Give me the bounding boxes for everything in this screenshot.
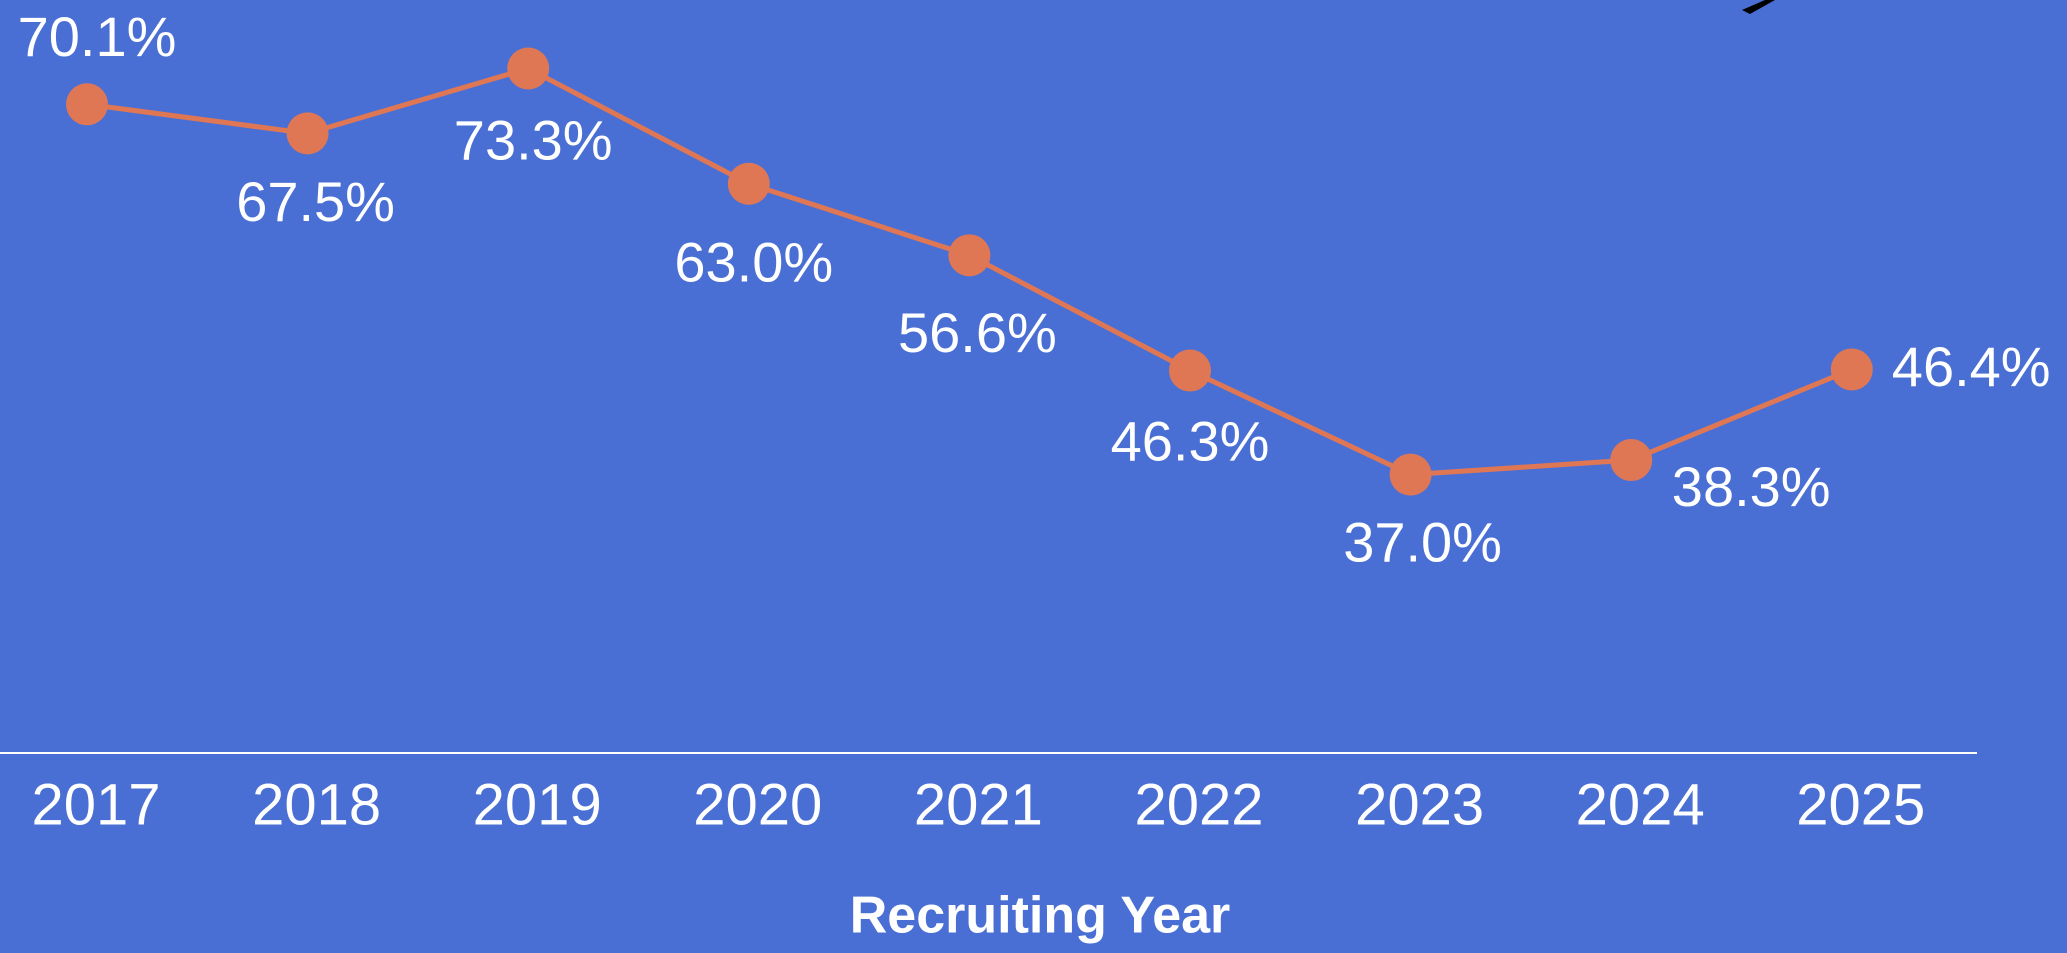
point (1389, 453, 1432, 496)
point (1610, 439, 1653, 482)
x-tick-label: 2017 (31, 772, 160, 837)
point (727, 162, 770, 205)
x-tick-label: 2018 (252, 772, 381, 837)
x-tick-label: 2023 (1355, 772, 1484, 837)
data-label: 38.3% (1672, 455, 1831, 518)
point (286, 112, 329, 155)
point (507, 47, 550, 90)
point (948, 234, 991, 277)
data-label: 67.5% (236, 170, 395, 233)
point (1830, 348, 1873, 391)
x-tick-label: 2025 (1796, 772, 1925, 837)
x-tick-label: 2022 (1134, 772, 1263, 837)
arrow-fragment (1742, 0, 1775, 14)
data-label: 37.0% (1343, 510, 1502, 573)
x-tick-label: 2019 (473, 772, 602, 837)
x-tick-label: 2020 (693, 772, 822, 837)
x-axis-title: Recruiting Year (850, 887, 1231, 945)
data-label: 46.3% (1111, 409, 1270, 472)
data-label: 56.6% (898, 301, 1057, 364)
point (1169, 349, 1211, 392)
data-label: 63.0% (674, 231, 833, 294)
data-label: 70.1% (18, 5, 177, 68)
data-label: 73.3% (454, 108, 613, 171)
x-tick-label: 2021 (914, 772, 1043, 837)
x-tick-label: 2024 (1576, 772, 1705, 837)
data-label: 46.4% (1892, 335, 2051, 398)
point (66, 83, 108, 126)
